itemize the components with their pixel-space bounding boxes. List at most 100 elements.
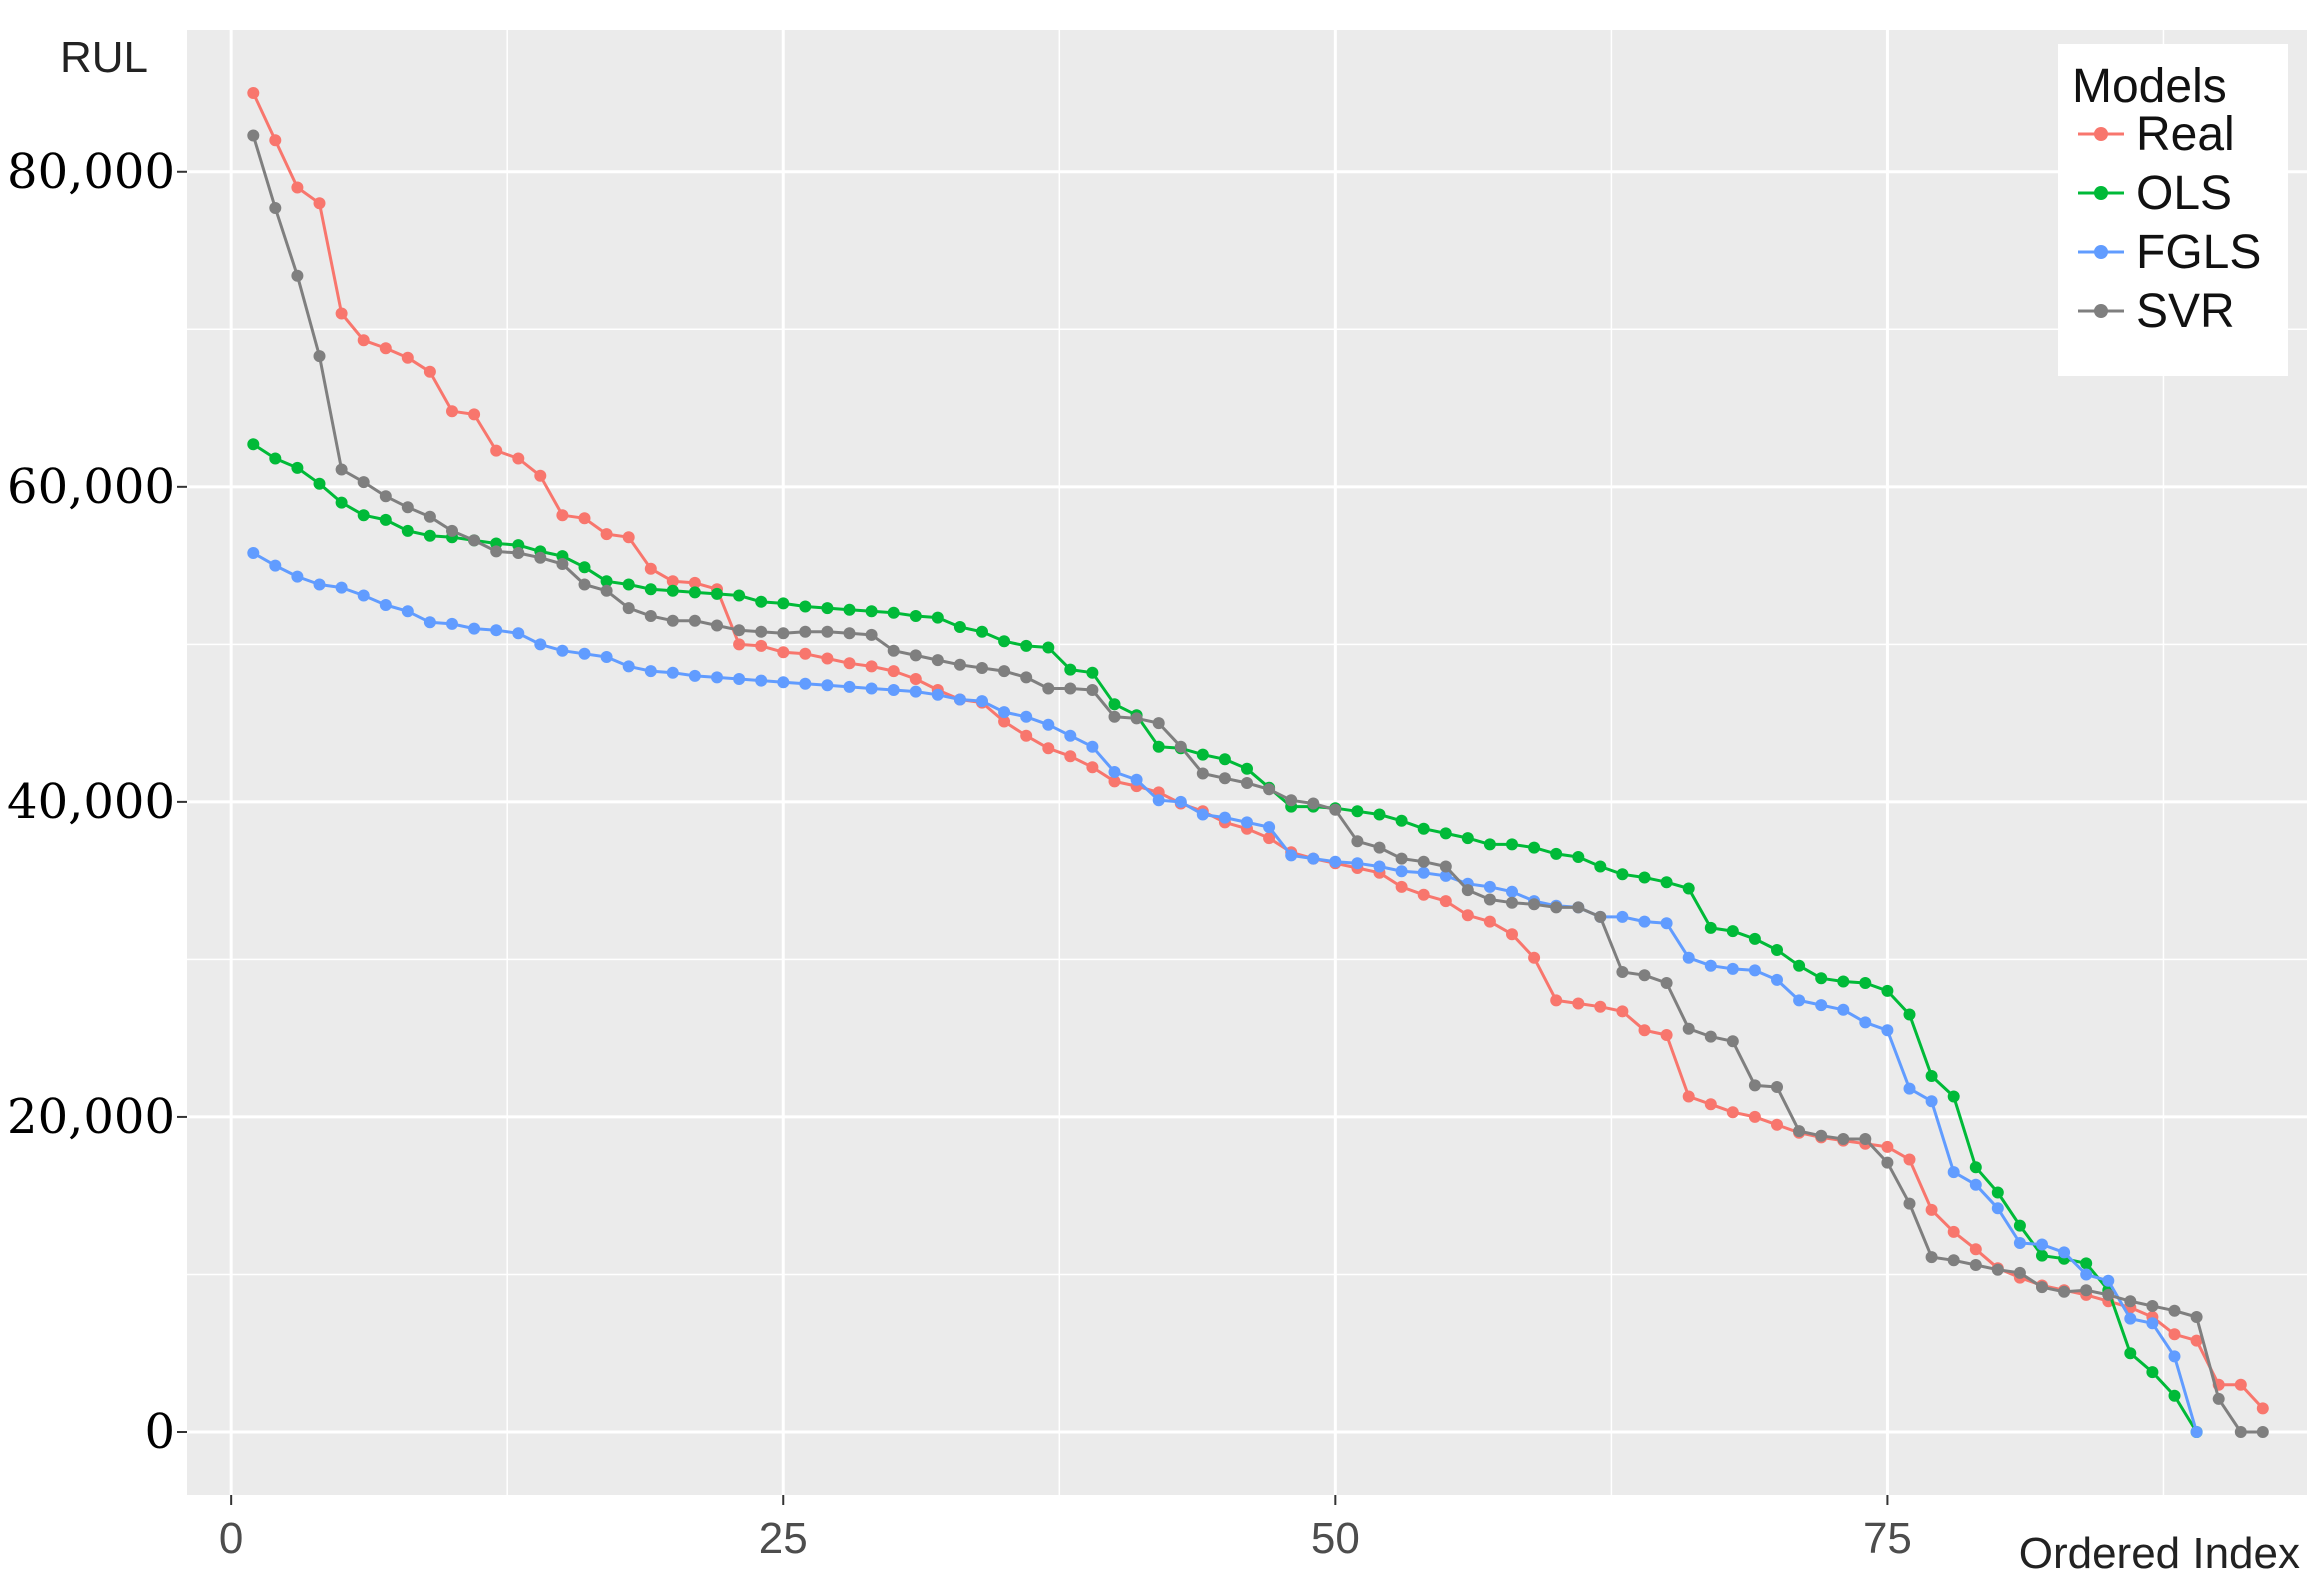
data-point-real: [1042, 742, 1055, 755]
data-point-svr: [2212, 1392, 2225, 1405]
data-point-svr: [2102, 1288, 2115, 1301]
data-point-svr: [2124, 1295, 2137, 1308]
data-point-svr: [556, 558, 569, 570]
data-point-svr: [1218, 772, 1231, 785]
data-point-real: [1903, 1153, 1916, 1166]
data-point-real: [644, 562, 657, 575]
data-point-real: [998, 715, 1011, 728]
data-point-ols: [1086, 666, 1099, 679]
data-point-real: [1594, 1000, 1607, 1013]
data-point-fgls: [2058, 1246, 2071, 1259]
data-point-ols: [821, 602, 834, 615]
data-point-fgls: [755, 674, 768, 687]
data-point-svr: [1483, 893, 1496, 906]
data-point-fgls: [446, 617, 458, 630]
data-point-svr: [1351, 835, 1364, 848]
data-point-fgls: [313, 578, 326, 591]
data-point-fgls: [291, 570, 304, 583]
data-point-ols: [711, 587, 723, 600]
data-point-fgls: [2124, 1312, 2137, 1325]
legend-item-ols: OLS: [2078, 167, 2232, 220]
data-point-svr: [1550, 901, 1563, 914]
data-point-fgls: [600, 651, 613, 663]
data-point-fgls: [1771, 973, 1783, 986]
data-point-ols: [1947, 1090, 1960, 1103]
data-point-fgls: [976, 695, 988, 708]
data-point-svr: [1881, 1156, 1894, 1169]
series-fgls: [247, 547, 2203, 1438]
data-point-svr: [688, 614, 701, 627]
data-point-fgls: [1417, 866, 1430, 879]
data-point-ols: [1991, 1186, 2004, 1199]
data-point-fgls: [1616, 910, 1629, 923]
x-axis-title: Ordered Index: [2019, 1529, 2300, 1578]
data-point-ols: [1903, 1008, 1916, 1021]
data-point-fgls: [666, 666, 679, 679]
data-point-fgls: [1925, 1095, 1938, 1108]
data-point-real: [865, 660, 878, 673]
data-point-svr: [1616, 966, 1629, 978]
data-point-fgls: [1947, 1166, 1960, 1179]
data-point-svr: [1130, 712, 1143, 725]
legend-item-svr: SVR: [2078, 285, 2235, 338]
data-point-ols: [666, 584, 679, 597]
data-point-ols: [600, 575, 613, 588]
data-point-fgls: [1859, 1016, 1872, 1029]
data-point-real: [534, 469, 547, 482]
data-point-fgls: [1793, 994, 1806, 1007]
data-point-fgls: [1704, 959, 1717, 972]
data-point-fgls: [1638, 915, 1651, 928]
data-point-ols: [799, 600, 812, 613]
legend-key-point: [2094, 245, 2108, 259]
data-point-ols: [931, 611, 944, 624]
data-point-real: [379, 342, 392, 355]
data-point-ols: [1042, 641, 1055, 654]
data-point-ols: [1152, 740, 1165, 753]
data-point-svr: [1417, 855, 1430, 868]
data-point-svr: [2146, 1300, 2159, 1312]
data-point-ols: [976, 625, 988, 638]
data-point-real: [1925, 1203, 1938, 1216]
x-tick-label: 50: [1311, 1514, 1360, 1563]
data-point-svr: [1991, 1263, 2004, 1276]
data-point-svr: [2256, 1426, 2269, 1438]
data-point-fgls: [1881, 1024, 1894, 1037]
data-point-ols: [1594, 860, 1607, 873]
y-tick-label: 80,000: [7, 144, 175, 200]
data-point-fgls: [711, 671, 723, 684]
data-point-ols: [688, 586, 701, 599]
data-point-svr: [1064, 682, 1077, 695]
data-point-fgls: [1241, 816, 1253, 829]
data-point-ols: [2013, 1219, 2026, 1232]
data-point-fgls: [1152, 794, 1165, 807]
data-point-fgls: [357, 589, 370, 602]
data-point-svr: [468, 534, 481, 547]
data-point-svr: [512, 547, 525, 559]
data-point-real: [578, 512, 591, 525]
data-point-fgls: [423, 616, 436, 629]
data-point-real: [821, 652, 834, 665]
data-point-ols: [1660, 876, 1673, 889]
data-point-svr: [600, 584, 613, 597]
data-point-ols: [1704, 921, 1717, 934]
data-point-ols: [2036, 1249, 2048, 1262]
data-point-fgls: [733, 673, 746, 685]
data-point-real: [357, 334, 370, 347]
major-gridlines: [187, 30, 2307, 1495]
data-point-real: [1726, 1106, 1739, 1119]
data-point-fgls: [1285, 849, 1298, 862]
data-point-real: [1616, 1005, 1629, 1018]
data-point-svr: [1793, 1125, 1806, 1138]
data-point-ols: [1771, 944, 1783, 956]
data-point-fgls: [1726, 962, 1739, 975]
data-point-fgls: [777, 676, 790, 689]
data-point-fgls: [843, 680, 856, 693]
data-point-svr: [247, 129, 260, 142]
data-point-svr: [1461, 884, 1474, 897]
data-point-fgls: [865, 682, 878, 695]
data-point-ols: [1417, 822, 1430, 835]
data-point-svr: [313, 350, 326, 363]
data-point-real: [1417, 888, 1430, 901]
data-point-ols: [1859, 977, 1872, 989]
